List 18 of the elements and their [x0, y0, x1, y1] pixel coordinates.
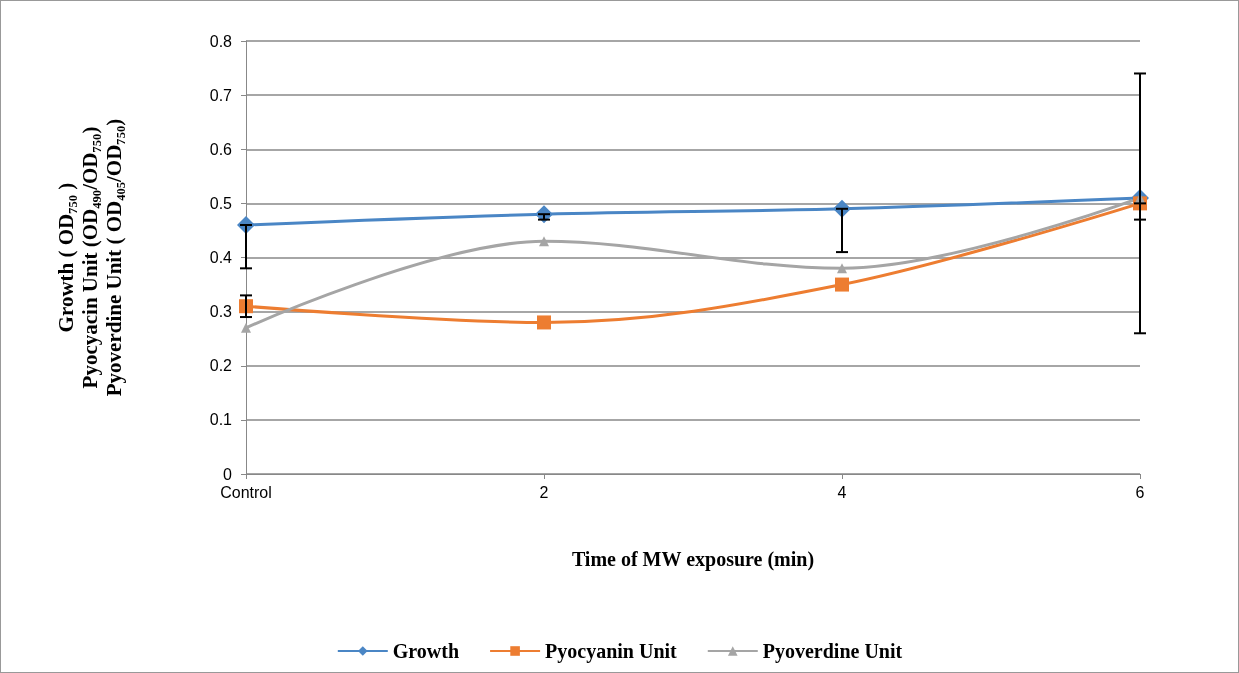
- x-tick-label: 4: [837, 483, 847, 501]
- y-tick-label: 0.1: [209, 411, 233, 429]
- y-tick-label: 0.8: [209, 32, 233, 50]
- x-tick-label: Control: [220, 483, 272, 501]
- x-tick-label: 2: [539, 483, 549, 501]
- y-tick-label: 0.4: [209, 249, 233, 266]
- y-tick-label: 0.6: [209, 140, 233, 158]
- y-tick-label: 0.7: [209, 86, 233, 104]
- legend-label: Pyoverdine Unit: [762, 640, 903, 663]
- legend-label: Pyocyanin Unit: [545, 640, 678, 663]
- y-axis-title: Growth ( OD₇₅₀ ) Pyocyacin Unit (OD₄₉₀/OD₇₅₀) Pyoverdine Unit ( OD₄₀₅/OD₇₅₀): [54, 118, 126, 397]
- y-tick-label: 0.2: [209, 357, 233, 375]
- x-axis-title: Time of MW exposure (min): [571, 548, 815, 571]
- y-tick-label: 0: [223, 465, 233, 483]
- legend-label: Growth: [392, 640, 460, 662]
- y-tick-label: 0.5: [209, 194, 233, 212]
- x-tick-label: 6: [1135, 483, 1145, 501]
- y-tick-label: 0.3: [209, 303, 233, 321]
